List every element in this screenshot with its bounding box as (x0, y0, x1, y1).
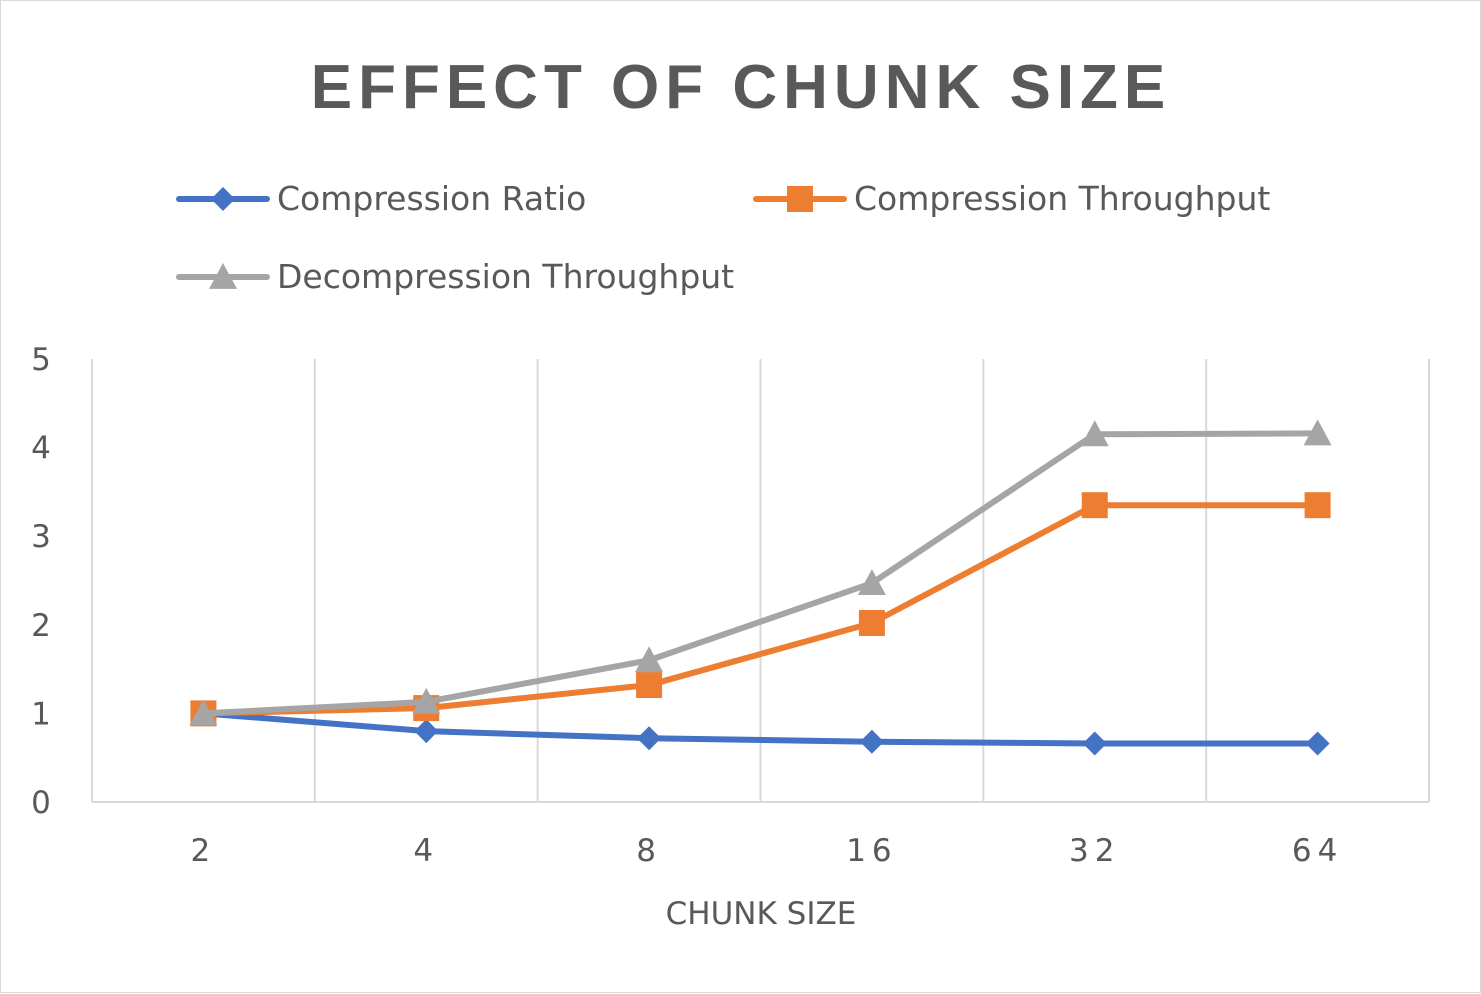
gridlines (91, 359, 1430, 803)
data-point (1303, 419, 1332, 446)
legend-item: Decompression Throughput (176, 257, 734, 296)
data-point (857, 569, 886, 596)
legend-marker (209, 263, 237, 289)
x-tick-label: 64 (1292, 833, 1343, 869)
series-line (200, 502, 1321, 717)
x-tick-label: 16 (846, 833, 897, 869)
series-decompression-throughput (189, 419, 1332, 726)
x-axis-title: CHUNK SIZE (666, 896, 857, 932)
y-tick-label: 3 (31, 519, 51, 555)
legend-label: Compression Ratio (277, 179, 586, 218)
data-point (637, 726, 662, 751)
legend-marker (211, 187, 235, 211)
y-tick-label: 0 (31, 785, 51, 821)
legend-marker (787, 186, 813, 212)
y-tick-label: 1 (31, 696, 51, 732)
data-point (635, 646, 664, 673)
y-tick-label: 5 (31, 342, 51, 378)
legend-item: Compression Throughput (753, 179, 1270, 218)
chart-title: EFFECT OF CHUNK SIZE (311, 53, 1172, 122)
x-tick-label: 4 (413, 833, 439, 869)
legend-item: Compression Ratio (176, 179, 586, 218)
legend-label: Decompression Throughput (277, 257, 734, 296)
x-tick-label: 2 (191, 833, 217, 869)
x-tick-label: 8 (636, 833, 662, 869)
data-point (636, 672, 663, 699)
x-tick-label: 32 (1069, 833, 1120, 869)
data-point (1080, 420, 1109, 447)
data-point (859, 729, 884, 754)
y-axis-ticks: 0 1 2 3 4 5 (31, 342, 51, 821)
data-point (858, 610, 885, 637)
y-tick-label: 4 (31, 431, 51, 467)
data-point (1082, 731, 1107, 756)
data-point (414, 719, 439, 744)
data-point (1081, 492, 1108, 519)
series-line (200, 430, 1321, 717)
series-compression-throughput (190, 492, 1331, 727)
x-axis-ticks: 2 4 8 16 32 64 (191, 833, 1343, 869)
data-point (412, 687, 441, 714)
data-point (1304, 492, 1331, 519)
series-line (200, 710, 1321, 747)
data-point (189, 699, 218, 726)
legend-label: Compression Throughput (854, 179, 1270, 218)
legend: Compression Ratio Compression Throughput D… (176, 179, 1270, 296)
y-tick-label: 2 (31, 608, 51, 644)
data-point (1305, 731, 1330, 756)
series-lines (189, 419, 1332, 756)
